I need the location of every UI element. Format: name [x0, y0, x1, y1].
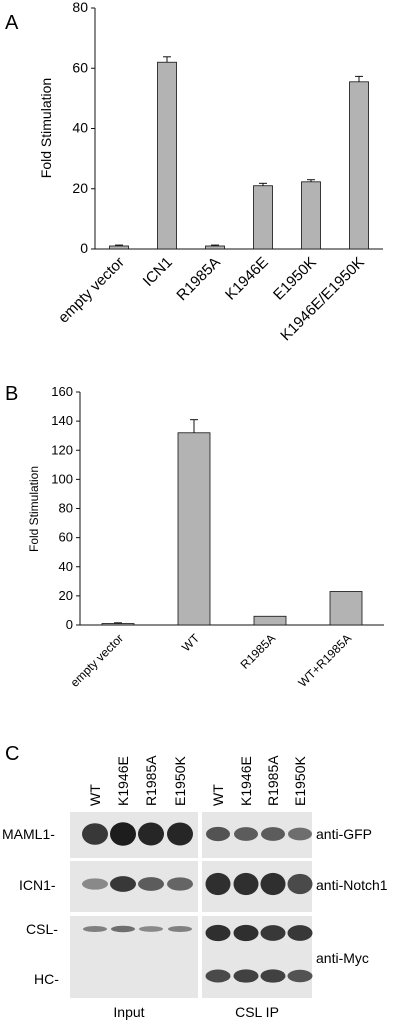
band	[287, 969, 313, 983]
panel-a-label: A	[5, 12, 19, 34]
band	[110, 876, 136, 892]
y-tick-label: 40	[59, 559, 73, 574]
band	[205, 872, 231, 896]
blot-bands	[82, 822, 313, 983]
band	[167, 877, 193, 891]
band	[138, 822, 164, 846]
band	[110, 822, 136, 846]
y-tick-label: 60	[59, 530, 73, 545]
bar	[205, 245, 225, 250]
band	[205, 924, 231, 942]
bar	[253, 615, 287, 626]
lane-label: E1950K	[292, 756, 308, 806]
bar	[177, 432, 211, 626]
band	[233, 872, 259, 896]
band	[168, 926, 192, 932]
y-tick-label: 100	[51, 471, 73, 486]
band	[139, 926, 163, 932]
bar	[329, 591, 363, 626]
y-tick-label: 120	[51, 442, 73, 457]
western-blot: WT K1946E R1985A E1950K WT K1946E R1985A E1950K…	[2, 755, 388, 1020]
y-tick-label: 40	[72, 120, 88, 136]
band	[138, 877, 164, 891]
chart-a-ylabel: Fold Stimulation	[38, 78, 54, 178]
category-label: empty vector	[55, 254, 128, 327]
lane-label: K1946E	[115, 756, 131, 806]
band	[167, 822, 193, 846]
y-tick-label: 20	[72, 180, 88, 196]
lane-label: WT	[210, 784, 226, 806]
category-label: R1985A	[173, 254, 223, 304]
y-tick-label: 60	[72, 59, 88, 75]
category-label: empty vector	[68, 631, 126, 689]
lane-label: WT	[87, 784, 103, 806]
label-csl-ip: CSL IP	[235, 1004, 279, 1020]
label-anti-myc: anti-Myc	[316, 950, 369, 966]
y-tick-label: 80	[59, 501, 73, 516]
y-tick-label: 0	[80, 240, 88, 256]
band	[260, 872, 286, 896]
bar	[157, 61, 177, 250]
label-anti-gfp: anti-GFP	[316, 826, 372, 842]
band	[260, 969, 286, 983]
label-icn1: ICN1-	[19, 877, 56, 893]
lane-label: E1950K	[172, 756, 188, 806]
category-label: ICN1	[140, 254, 176, 290]
category-label: K1946E	[222, 254, 272, 304]
y-tick-label: 80	[72, 0, 88, 15]
band	[260, 925, 286, 941]
lane-labels: WT K1946E R1985A E1950K WT K1946E R1985A E1950K	[87, 755, 308, 806]
label-anti-notch1: anti-Notch1	[316, 877, 388, 893]
category-label: R1985A	[238, 631, 279, 672]
label-csl: CSL-	[26, 921, 58, 937]
bar	[253, 185, 273, 250]
chart-b: Fold Stimulation 0 20 40 60 80 100 120 140 160 em…	[27, 384, 384, 690]
chart-b-ylabel: Fold Stimulation	[27, 466, 41, 552]
y-tick-label: 140	[51, 413, 73, 428]
band	[83, 926, 107, 932]
band	[233, 924, 259, 942]
band	[287, 873, 313, 895]
bar	[301, 181, 321, 250]
band	[288, 827, 312, 841]
band	[234, 827, 258, 841]
lane-label: R1985A	[265, 755, 281, 806]
bar	[101, 623, 135, 626]
chart-a: Fold Stimulation 0 20 40 60 80 empty vector IC…	[38, 0, 383, 344]
label-hc: HC-	[34, 971, 59, 987]
band	[205, 969, 231, 983]
band	[287, 925, 313, 941]
lane-label: K1946E	[238, 756, 254, 806]
label-input: Input	[113, 1004, 144, 1020]
band	[82, 878, 108, 890]
band	[206, 826, 230, 842]
bar	[109, 245, 129, 250]
category-label: WT	[179, 631, 203, 655]
lane-label: R1985A	[143, 755, 159, 806]
category-label: WT+R1985A	[295, 631, 354, 690]
y-tick-label: 0	[66, 617, 73, 632]
panel-b-label: B	[5, 383, 18, 405]
y-tick-label: 20	[59, 588, 73, 603]
panel-c-label: C	[5, 743, 19, 765]
band	[261, 827, 285, 841]
bar	[349, 81, 369, 250]
y-tick-label: 160	[51, 384, 73, 399]
band	[82, 823, 108, 845]
band	[233, 969, 259, 983]
label-maml1: MAML1-	[2, 826, 55, 842]
category-label: K1946E/E1950K	[277, 254, 367, 344]
band	[111, 925, 135, 933]
